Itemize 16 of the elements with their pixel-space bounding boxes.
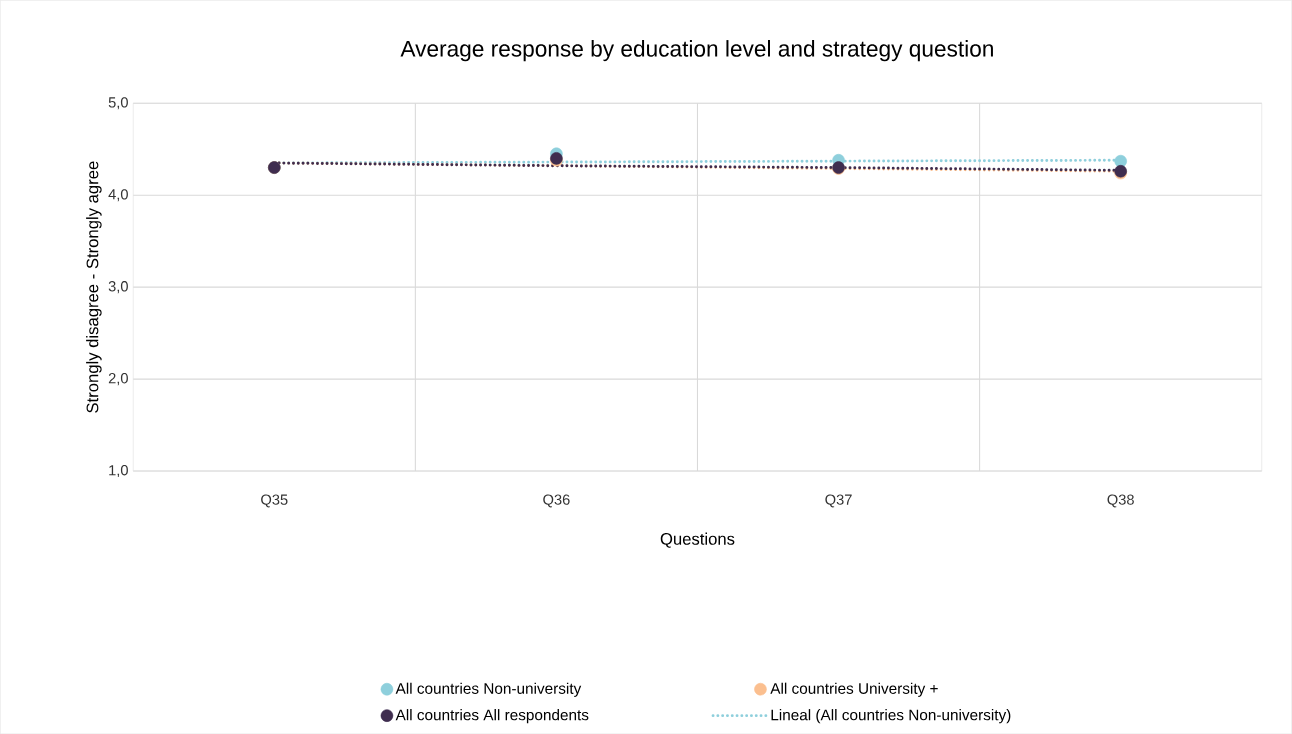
- x-tick-label: Q36: [543, 494, 570, 508]
- x-tick-label: Q37: [825, 494, 852, 508]
- legend-label: All countries All respondents: [395, 708, 589, 724]
- y-tick-label: 5,0: [108, 97, 128, 110]
- y-tick-label: 2,0: [108, 372, 128, 386]
- legend-label: All countries Non-university: [395, 682, 582, 697]
- chart-title: Average response by education level and strategy question: [400, 39, 993, 62]
- y-tick-label: 4,0: [108, 189, 128, 202]
- legend-label: All countries University +: [770, 682, 938, 697]
- y-tick-label: 3,0: [108, 280, 128, 294]
- x-tick-label: Q35: [261, 494, 288, 508]
- legend-label: Lineal (All countries Non-university): [771, 708, 1011, 724]
- y-axis-title: Strongly disagree - Strongly agree: [86, 161, 102, 413]
- x-axis-title: Questions: [660, 532, 735, 548]
- x-tick-label: Q38: [1107, 494, 1134, 508]
- y-tick-label: 1,0: [109, 464, 128, 478]
